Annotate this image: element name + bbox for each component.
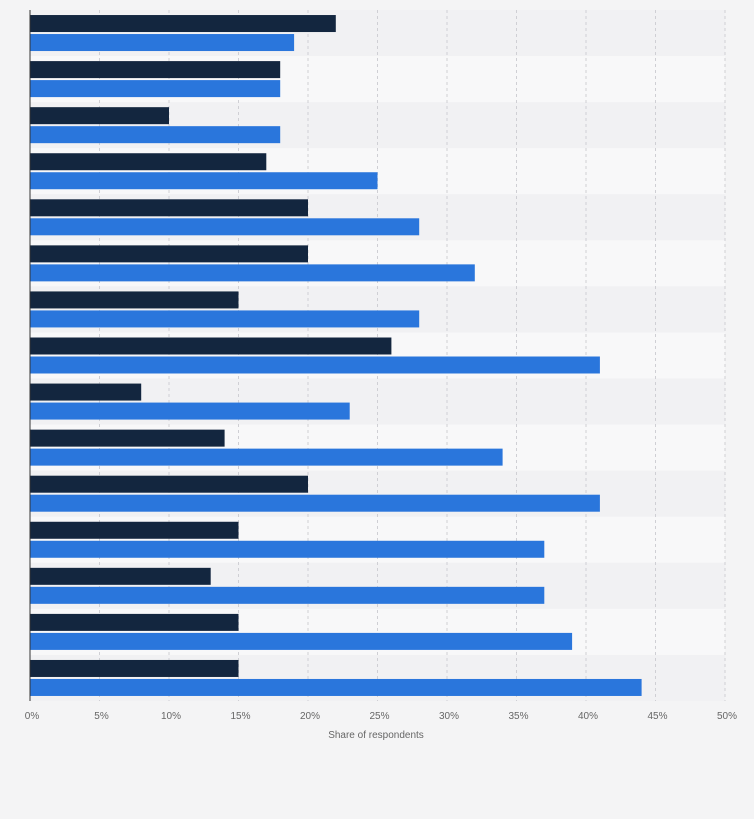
x-tick-label: 0% bbox=[25, 711, 40, 722]
bar-series-2 bbox=[30, 586, 545, 604]
x-axis-title: Share of respondents bbox=[328, 730, 424, 741]
x-tick-label: 20% bbox=[300, 711, 320, 722]
bar-series-2 bbox=[30, 678, 642, 696]
bar-series-1 bbox=[30, 429, 225, 447]
bar-series-1 bbox=[30, 61, 281, 79]
bar-series-2 bbox=[30, 34, 295, 52]
bar-series-2 bbox=[30, 540, 545, 558]
bar-series-2 bbox=[30, 172, 378, 190]
bar-series-2 bbox=[30, 264, 475, 282]
bar-series-2 bbox=[30, 494, 600, 512]
bar-series-2 bbox=[30, 310, 420, 328]
bar-series-1 bbox=[30, 613, 239, 631]
x-axis-ticks: 0% 5% 10% 15% 20% 25% 30% 35% 40% 45% 50% bbox=[25, 711, 737, 722]
bar-series-1 bbox=[30, 199, 308, 217]
bar-series-2 bbox=[30, 126, 281, 144]
bar-series-2 bbox=[30, 632, 573, 650]
x-tick-label: 10% bbox=[161, 711, 181, 722]
bar-series-1 bbox=[30, 337, 392, 355]
gridlines bbox=[99, 10, 726, 701]
x-tick-label: 45% bbox=[647, 711, 667, 722]
bars bbox=[30, 15, 642, 696]
bar-series-1 bbox=[30, 291, 239, 309]
x-tick-label: 25% bbox=[369, 711, 389, 722]
bar-series-1 bbox=[30, 659, 239, 677]
bar-series-1 bbox=[30, 475, 308, 493]
x-tick-label: 35% bbox=[508, 711, 528, 722]
bar-series-1 bbox=[30, 107, 169, 125]
bar-series-2 bbox=[30, 218, 420, 236]
x-tick-label: 5% bbox=[94, 711, 109, 722]
bar-series-2 bbox=[30, 80, 281, 98]
x-tick-label: 15% bbox=[230, 711, 250, 722]
bar-series-2 bbox=[30, 356, 600, 374]
bar-series-1 bbox=[30, 521, 239, 539]
bar-series-1 bbox=[30, 567, 211, 585]
bar-series-2 bbox=[30, 402, 350, 420]
bar-series-2 bbox=[30, 448, 503, 466]
x-tick-label: 50% bbox=[717, 711, 737, 722]
bar-series-1 bbox=[30, 383, 142, 401]
bar-series-1 bbox=[30, 15, 336, 33]
bar-series-1 bbox=[30, 153, 267, 171]
x-tick-label: 30% bbox=[439, 711, 459, 722]
bar-series-1 bbox=[30, 245, 308, 263]
x-tick-label: 40% bbox=[578, 711, 598, 722]
